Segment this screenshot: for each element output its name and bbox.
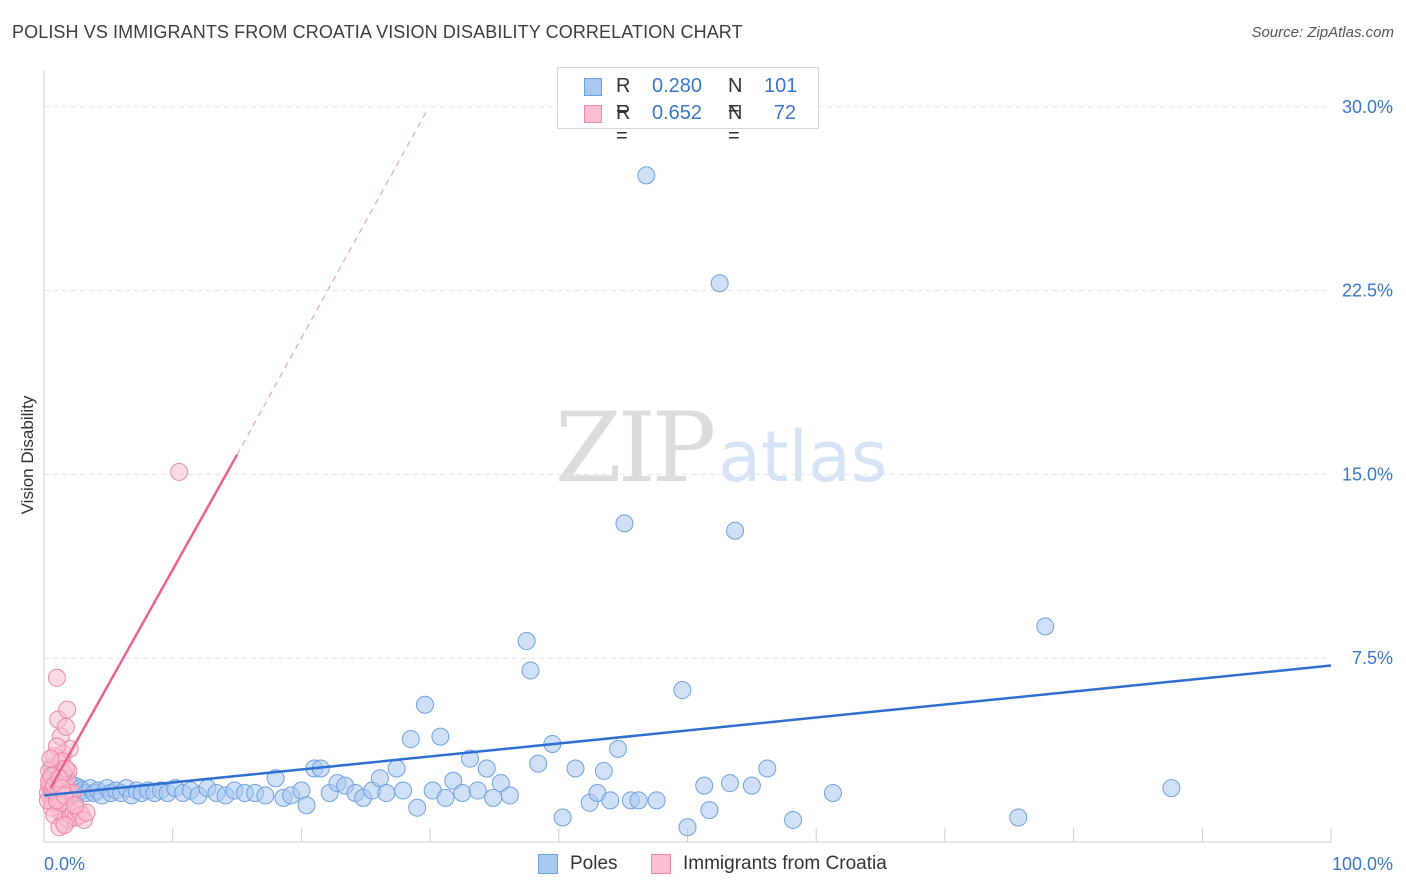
poles-point	[444, 771, 463, 790]
watermark-atlas: atlas	[718, 416, 888, 498]
poles-point	[700, 801, 719, 820]
poles-point	[720, 774, 739, 793]
poles-point	[453, 783, 472, 802]
bottom-legend-label-poles: Poles	[570, 853, 618, 874]
legend-r-label: R =	[616, 102, 631, 147]
y-tick-label: 7.5%	[1352, 648, 1393, 668]
correlation-legend: R = 0.280 N = 101 R = 0.652 N = 72	[557, 67, 819, 147]
poles-point	[1036, 617, 1055, 636]
poles-point	[1162, 779, 1181, 798]
poles-point	[256, 786, 275, 805]
x-tick-label: 0.0%	[44, 854, 85, 874]
poles-point	[710, 274, 729, 293]
poles-point	[401, 730, 420, 749]
croatia-point	[56, 717, 75, 736]
y-tick-label: 30.0%	[1342, 97, 1393, 117]
poles-point	[647, 791, 666, 810]
y-tick-label: 15.0%	[1342, 464, 1393, 484]
legend-n-value: 101	[764, 75, 798, 97]
poles-point	[517, 632, 536, 651]
source-label: Source: ZipAtlas.com	[1251, 24, 1394, 41]
poles-point	[758, 759, 777, 778]
poles-point	[629, 791, 648, 810]
poles-point	[609, 739, 628, 758]
poles-point	[784, 810, 803, 829]
croatia-trend-extension	[236, 111, 427, 456]
poles-point	[477, 759, 496, 778]
bottom-legend-label-croatia: Immigrants from Croatia	[683, 853, 887, 874]
poles-point	[415, 695, 434, 714]
poles-point	[394, 781, 413, 800]
legend-swatch-croatia	[584, 105, 602, 123]
poles-point	[1009, 808, 1028, 827]
poles-point	[521, 661, 540, 680]
croatia-point	[170, 462, 189, 481]
legend-r-label: R =	[616, 75, 631, 120]
poles-point	[377, 783, 396, 802]
poles-point	[460, 749, 479, 768]
croatia-point	[65, 796, 84, 815]
poles-point	[566, 759, 585, 778]
croatia-trend-line	[49, 454, 239, 789]
croatia-point	[55, 815, 74, 834]
legend-r-value: 0.652	[652, 102, 703, 124]
poles-point	[491, 774, 510, 793]
croatia-point	[47, 668, 66, 687]
bottom-legend-swatch-poles	[538, 854, 558, 874]
poles-point	[436, 788, 455, 807]
poles-point	[673, 681, 692, 700]
poles-point	[695, 776, 714, 795]
bottom-legend-swatch-croatia	[651, 854, 671, 874]
poles-trend-line	[43, 664, 1332, 797]
poles-point	[408, 798, 427, 817]
legend-r-value: 0.280	[652, 75, 703, 97]
poles-point	[726, 521, 745, 540]
poles-point	[742, 776, 761, 795]
chart-title: POLISH VS IMMIGRANTS FROM CROATIA VISION…	[12, 22, 743, 42]
poles-point	[266, 769, 285, 788]
watermark: ZIPatlas	[555, 400, 887, 497]
poles-point	[297, 796, 316, 815]
poles-point	[637, 166, 656, 185]
poles-point	[823, 783, 842, 802]
poles-point	[678, 818, 697, 837]
y-tick-label: 22.5%	[1342, 281, 1393, 301]
legend-n-label: N =	[728, 75, 743, 120]
poles-point	[431, 727, 450, 746]
legend-n-value: 72	[773, 102, 796, 124]
watermark-zip: ZIP	[555, 392, 716, 504]
poles-point	[553, 808, 572, 827]
croatia-point	[58, 700, 77, 719]
croatia-point	[41, 749, 60, 768]
poles-point	[615, 514, 634, 533]
poles-point	[601, 791, 620, 810]
poles-point	[529, 754, 548, 773]
poles-point	[594, 761, 613, 780]
legend-swatch-poles	[584, 78, 602, 96]
poles-point	[387, 759, 406, 778]
x-tick-label: 100.0%	[1332, 854, 1393, 874]
poles-point	[468, 781, 487, 800]
legend-n-label: N =	[728, 102, 743, 147]
poles-point	[500, 786, 519, 805]
